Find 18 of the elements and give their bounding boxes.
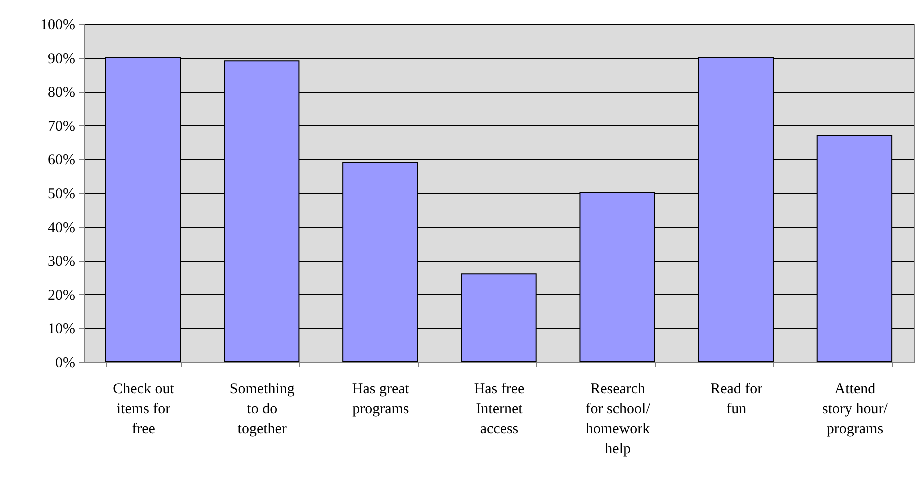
x-tick-label: Read for fun — [710, 382, 763, 418]
y-tick-label: 40% — [48, 220, 76, 236]
x-tick-label: Research for school/ homework help — [586, 382, 652, 458]
x-tick-label: Attend story hour/ programs — [822, 382, 889, 438]
x-tick-label: Check out items for free — [113, 382, 176, 438]
y-tick-label: 30% — [48, 254, 76, 270]
y-tick-label: 80% — [48, 85, 76, 102]
y-tick-label: 100% — [40, 18, 76, 34]
y-tick-label: 90% — [48, 51, 76, 68]
y-tick-label: 10% — [48, 322, 76, 338]
y-tick-label: 70% — [48, 118, 76, 135]
y-tick-label: 50% — [48, 186, 76, 202]
x-tick-label: Has great programs — [352, 382, 410, 418]
y-tick-label: 0% — [56, 356, 76, 372]
y-tick-label: 20% — [48, 288, 76, 304]
y-tick-label: 60% — [48, 152, 76, 169]
x-tick-label: Something to do together — [230, 382, 296, 438]
x-tick-label: Has free Internet access — [474, 382, 526, 438]
